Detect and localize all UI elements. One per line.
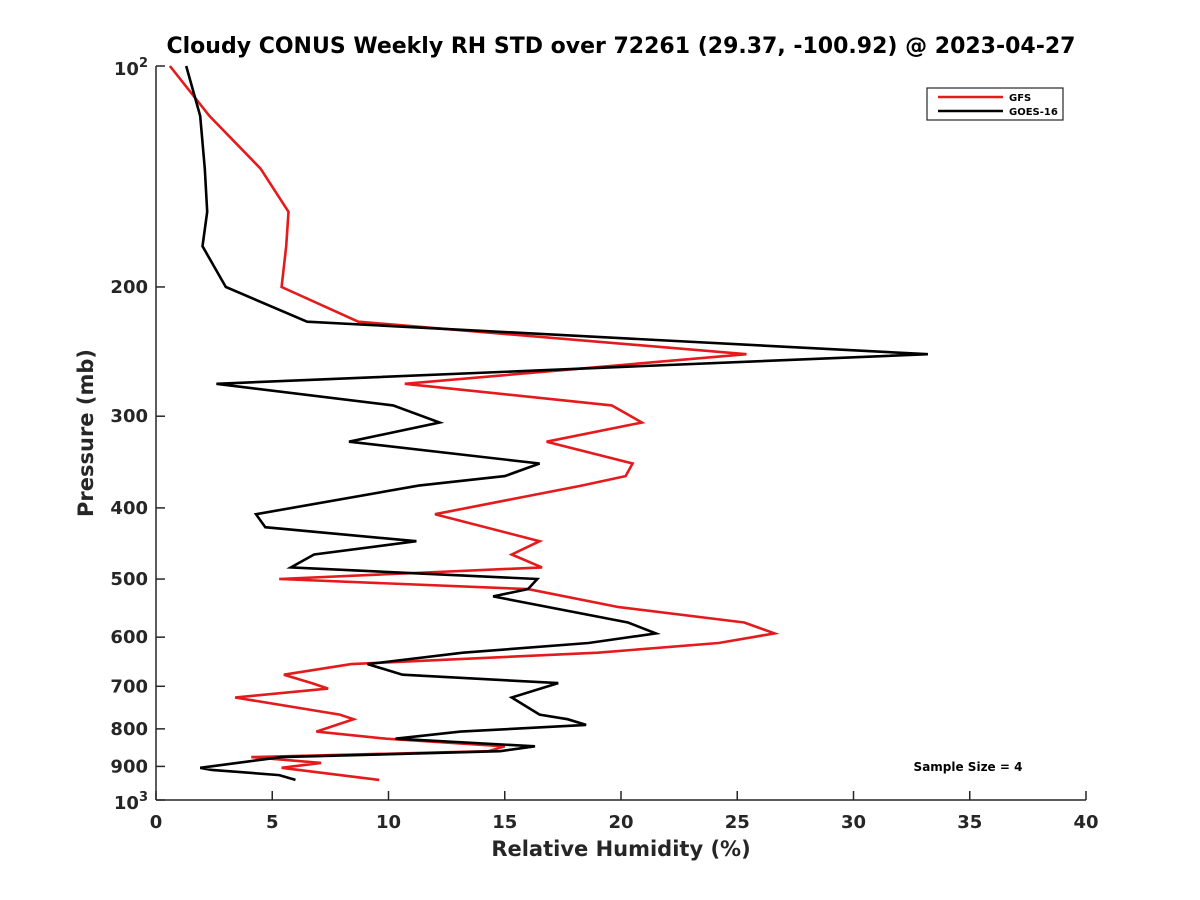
series-line-gfs bbox=[168, 65, 780, 782]
x-tick-label: 15 bbox=[492, 812, 517, 833]
x-axis-label: Relative Humidity (%) bbox=[491, 837, 750, 861]
chart-title: Cloudy CONUS Weekly RH STD over 72261 (2… bbox=[167, 34, 1076, 59]
y-axis-label: Pressure (mb) bbox=[74, 349, 98, 517]
axes bbox=[155, 66, 1086, 801]
x-tick-label: 0 bbox=[150, 812, 163, 833]
y-tick-label: 300 bbox=[110, 406, 148, 427]
x-tick-label: 40 bbox=[1073, 812, 1098, 833]
legend-box bbox=[926, 87, 1064, 121]
x-tick-label: 30 bbox=[841, 812, 866, 833]
plot-area bbox=[168, 65, 928, 782]
x-tick-label: 35 bbox=[957, 812, 982, 833]
x-tick-label: 10 bbox=[376, 812, 401, 833]
y-tick-label: 800 bbox=[110, 719, 148, 740]
x-tick-label: 25 bbox=[725, 812, 750, 833]
y-tick-label: 500 bbox=[110, 569, 148, 590]
x-ticks: 0 5 10 15 20 25 30 35 40 bbox=[150, 791, 1099, 833]
legend: GFS GOES-16 bbox=[926, 87, 1064, 121]
y-tick-label: 700 bbox=[110, 676, 148, 697]
legend-label-goes16: GOES-16 bbox=[1009, 107, 1058, 118]
y-tick-label: 102 bbox=[114, 56, 148, 80]
y-tick-label: 103 bbox=[114, 790, 148, 814]
legend-label-gfs: GFS bbox=[1009, 93, 1031, 104]
y-tick-label: 400 bbox=[110, 498, 148, 519]
y-tick-label: 900 bbox=[110, 756, 148, 777]
sample-size-annotation: Sample Size = 4 bbox=[914, 760, 1023, 774]
y-ticks: 102 200 300 400 500 600 700 800 900 103 bbox=[110, 56, 165, 814]
x-tick-label: 5 bbox=[266, 812, 279, 833]
y-tick-label: 200 bbox=[110, 277, 148, 298]
x-tick-label: 20 bbox=[608, 812, 633, 833]
y-tick-label: 600 bbox=[110, 627, 148, 648]
series-line-goes16 bbox=[184, 65, 928, 782]
